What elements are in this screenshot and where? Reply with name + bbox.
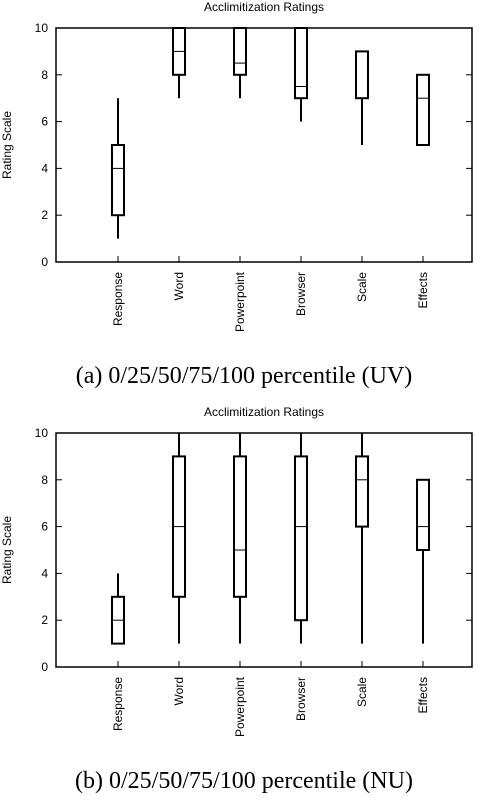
x-category-label: Response (111, 677, 125, 731)
box-powerpoint (233, 433, 247, 644)
box-scale (355, 50, 369, 145)
x-category-label: Scale (355, 677, 369, 707)
box-effects (416, 478, 430, 644)
chart-panel-uv: Acclimitization Ratings Rating Scale 0 2 4 6 8… (0, 0, 488, 400)
x-category-label: Word (172, 272, 186, 300)
box-iqr (294, 455, 308, 622)
box-response (111, 573, 125, 645)
box-scale (355, 433, 369, 644)
y-tick-label: 0 (41, 660, 48, 674)
x-category-label: Scale (355, 272, 369, 302)
box-iqr (294, 27, 308, 100)
y-tick-label: 10 (35, 21, 49, 35)
plot-frame (55, 432, 473, 668)
box-iqr (355, 455, 369, 528)
y-axis-label: Rating Scale (0, 111, 14, 179)
box-word (172, 27, 186, 99)
box-iqr (233, 27, 247, 76)
box-word (172, 433, 186, 644)
box-plot-nu: Acclimitization Ratings Rating Scale 0 2 4 6 8… (0, 405, 473, 794)
y-tick-label: 0 (41, 255, 48, 269)
x-category-label: Effects (416, 272, 430, 308)
y-tick-label: 2 (41, 208, 48, 222)
chart-panel-nu: Acclimitization Ratings Rating Scale 0 2 4 6 8… (0, 405, 488, 801)
y-tick-label: 8 (41, 68, 48, 82)
y-tick-label: 10 (35, 426, 49, 440)
plot-frame (55, 27, 473, 263)
box-effects (416, 73, 430, 146)
box-browser (294, 433, 308, 644)
y-axis-label: Rating Scale (0, 516, 14, 584)
box-iqr (233, 455, 247, 598)
y-tick-label: 4 (41, 566, 48, 580)
chart-title: Acclimitization Ratings (204, 0, 324, 14)
x-category-label: Powerpoint (233, 271, 247, 332)
y-tick-label: 8 (41, 473, 48, 487)
figure-caption: (b) 0/25/50/75/100 percentile (NU) (75, 768, 413, 794)
figure-caption: (a) 0/25/50/75/100 percentile (UV) (76, 363, 413, 389)
box-iqr (111, 144, 125, 217)
box-response (111, 98, 125, 239)
y-tick-label: 2 (41, 613, 48, 627)
x-category-label: Powerpoint (233, 676, 247, 737)
box-browser (294, 27, 308, 122)
box-powerpoint (233, 27, 247, 99)
y-tick-label: 6 (41, 520, 48, 534)
y-tick-label: 6 (41, 115, 48, 129)
x-category-label: Word (172, 677, 186, 705)
x-category-label: Browser (294, 272, 308, 316)
y-tick-label: 4 (41, 161, 48, 175)
x-category-label: Response (111, 272, 125, 326)
box-plot-uv: Acclimitization Ratings Rating Scale 0 2 4 6 8… (0, 0, 473, 389)
box-iqr (416, 73, 430, 146)
x-category-label: Effects (416, 677, 430, 713)
box-iqr (355, 50, 369, 100)
x-category-label: Browser (294, 677, 308, 721)
box-iqr (416, 478, 430, 551)
chart-title: Acclimitization Ratings (204, 405, 324, 419)
